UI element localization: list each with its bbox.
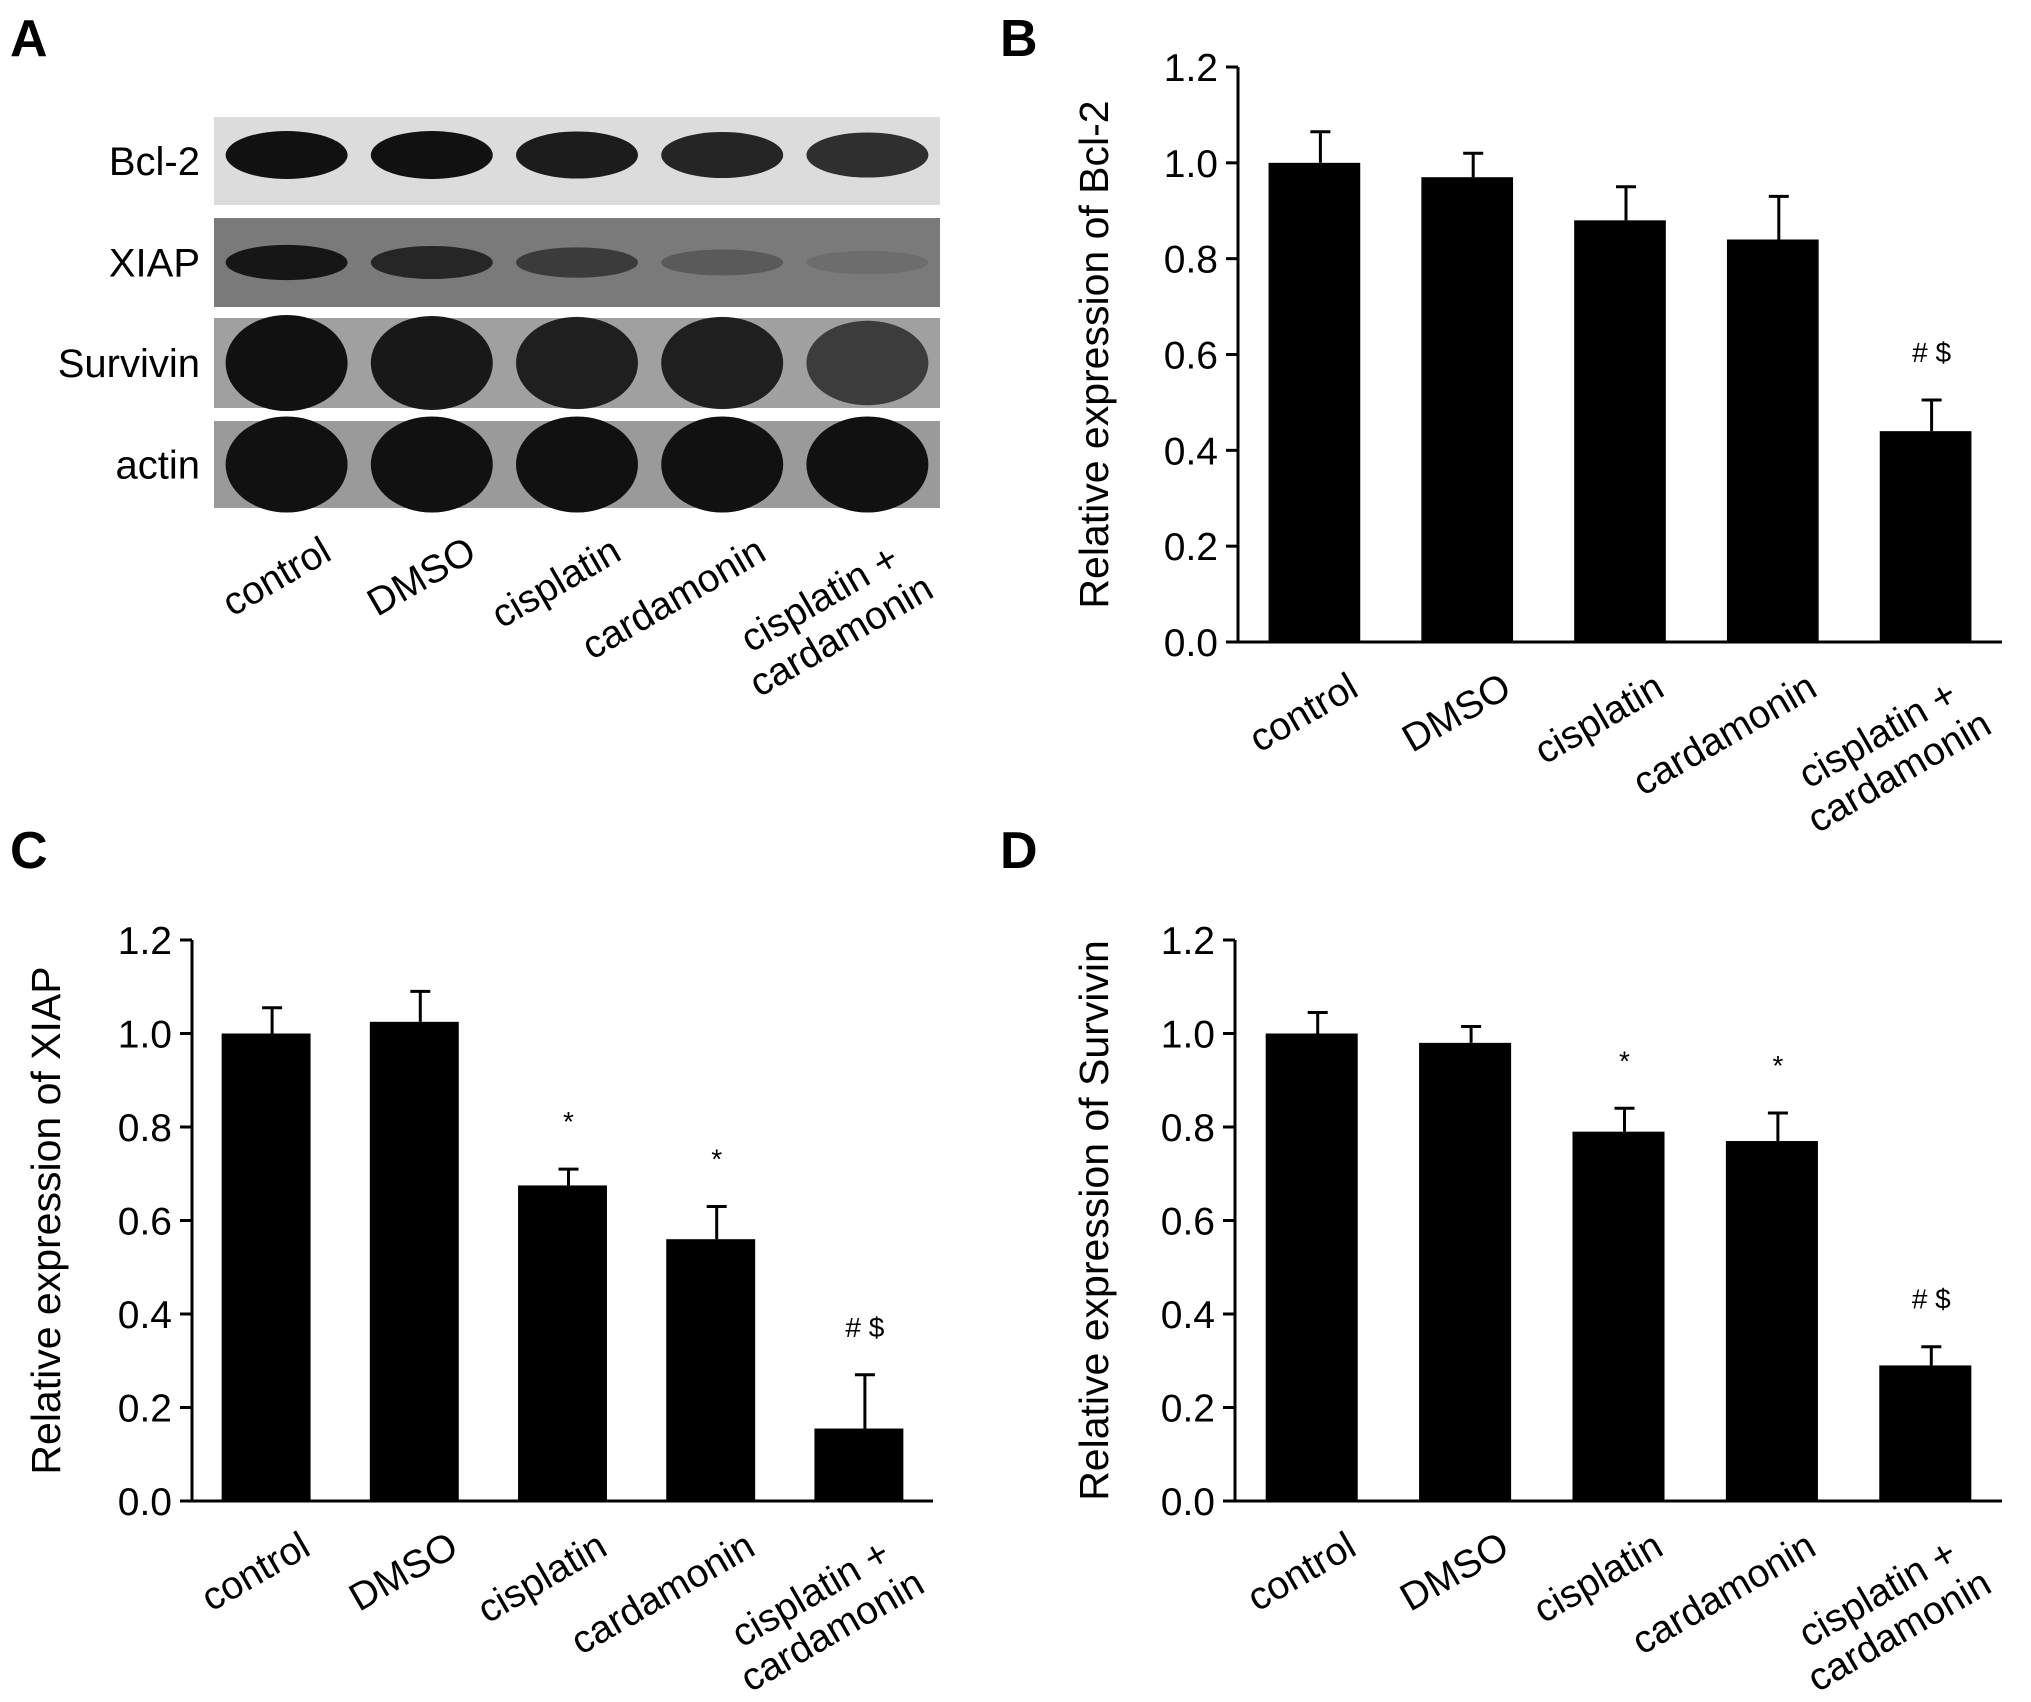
blot-band [516,416,638,513]
blot-band [516,131,638,179]
y-tick-label: 1.2 [118,920,172,963]
significance-label: # $ [845,1312,884,1343]
significance-label: * [1772,1050,1783,1081]
blot-row-label: Survivin [58,342,200,386]
blot-band [806,416,929,513]
blot-band [806,132,929,178]
blot-band [806,320,929,406]
y-axis-title: Relative expression of Survivin [1071,940,1117,1501]
bar [1265,1033,1358,1501]
y-tick-label: 0.2 [1164,526,1218,569]
y-tick-label: 1.0 [1164,143,1218,186]
blot-row-label: actin [116,444,201,488]
bar [1574,220,1666,643]
blot-band [370,245,493,280]
y-axis-title: Relative expression of Bcl-2 [1071,100,1117,608]
blot-band [370,315,493,411]
blot-band [225,315,348,411]
blot-band [370,416,493,513]
blot-band [806,250,929,275]
y-tick-label: 0.6 [118,1201,172,1244]
panel-label: D [1000,822,1038,880]
y-tick-label: 0.8 [1164,239,1218,282]
blot-band [225,131,348,179]
significance-label: # $ [1912,337,1951,368]
bar [518,1185,607,1501]
y-tick-label: 0.0 [1164,622,1218,665]
significance-label: * [1619,1045,1630,1076]
y-tick-label: 0.0 [1161,1481,1215,1524]
bar [369,1021,459,1501]
bar [1879,1365,1972,1501]
y-tick-label: 0.4 [1161,1294,1215,1337]
panel-label: B [1000,10,1038,68]
y-tick-label: 0.0 [118,1481,172,1524]
significance-label: # $ [1912,1284,1951,1315]
bar [1268,162,1361,643]
bar [666,1239,756,1501]
significance-label: * [711,1143,722,1174]
blot-band [225,244,348,281]
y-tick-label: 0.2 [1161,1388,1215,1431]
blot-band [516,316,638,410]
bar [221,1033,311,1501]
y-tick-label: 0.8 [1161,1107,1215,1150]
bar [1419,1042,1512,1501]
blot-band [661,416,784,513]
bar [1879,431,1972,642]
blot-band [225,416,348,513]
bar [1572,1131,1665,1501]
blot-band [516,247,638,278]
blot-row-label: XIAP [109,242,200,286]
y-tick-label: 0.4 [118,1294,172,1337]
y-axis-title: Relative expression of XIAP [23,966,69,1474]
y-tick-label: 0.4 [1164,430,1218,473]
y-tick-label: 1.0 [1161,1014,1215,1057]
y-tick-label: 0.6 [1164,335,1218,378]
y-tick-label: 1.0 [118,1014,172,1057]
y-tick-label: 1.2 [1164,47,1218,90]
bar [1421,177,1514,643]
blot-band [370,131,493,179]
bar [1726,239,1819,642]
blot-row-label: Bcl-2 [109,140,200,184]
y-tick-label: 1.2 [1161,920,1215,963]
y-tick-label: 0.2 [118,1388,172,1431]
blot-band [661,249,784,276]
y-tick-label: 0.8 [118,1107,172,1150]
panel-label: A [10,10,48,68]
blot-band [661,316,784,410]
blot-band [661,131,784,179]
bar [814,1428,904,1501]
bar [1725,1141,1818,1501]
significance-label: * [563,1106,574,1137]
panel-label: C [10,822,48,880]
y-tick-label: 0.6 [1161,1201,1215,1244]
